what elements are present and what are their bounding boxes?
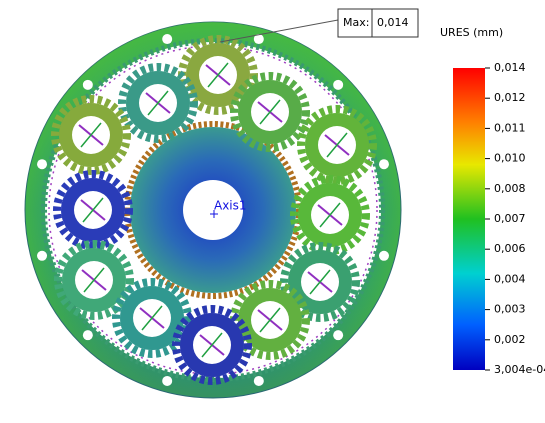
legend-label: 0,008 [494, 182, 526, 195]
bolt-hole [37, 251, 47, 261]
legend-label: 0,007 [494, 212, 526, 225]
bolt-hole [333, 80, 343, 90]
legend-label: 0,012 [494, 91, 526, 104]
simulation-view: Axis1 Max: 0,014 URES (mm) 0,014 0,012 0,0… [0, 0, 545, 423]
probe-label: Max: [343, 16, 369, 29]
bolt-hole [83, 80, 93, 90]
bolt-hole [162, 34, 172, 44]
bolt-hole [83, 330, 93, 340]
bolt-hole [162, 376, 172, 386]
bolt-hole [379, 159, 389, 169]
bolt-hole [379, 251, 389, 261]
bolt-hole [254, 376, 264, 386]
legend-label: 0,011 [494, 121, 526, 134]
axis-label: Axis1 [214, 199, 247, 213]
legend-label: 0,002 [494, 333, 526, 346]
bolt-hole [333, 330, 343, 340]
probe-value: 0,014 [377, 16, 409, 29]
legend-label: 0,003 [494, 303, 526, 316]
legend-title: URES (mm) [440, 26, 503, 39]
legend-label: 3,004e-04 [494, 363, 545, 376]
legend-label: 0,006 [494, 242, 526, 255]
legend-label: 0,010 [494, 152, 526, 165]
bolt-hole [37, 159, 47, 169]
legend-label: 0,004 [494, 272, 526, 285]
legend-label: 0,014 [494, 61, 526, 74]
color-bar [453, 68, 485, 370]
